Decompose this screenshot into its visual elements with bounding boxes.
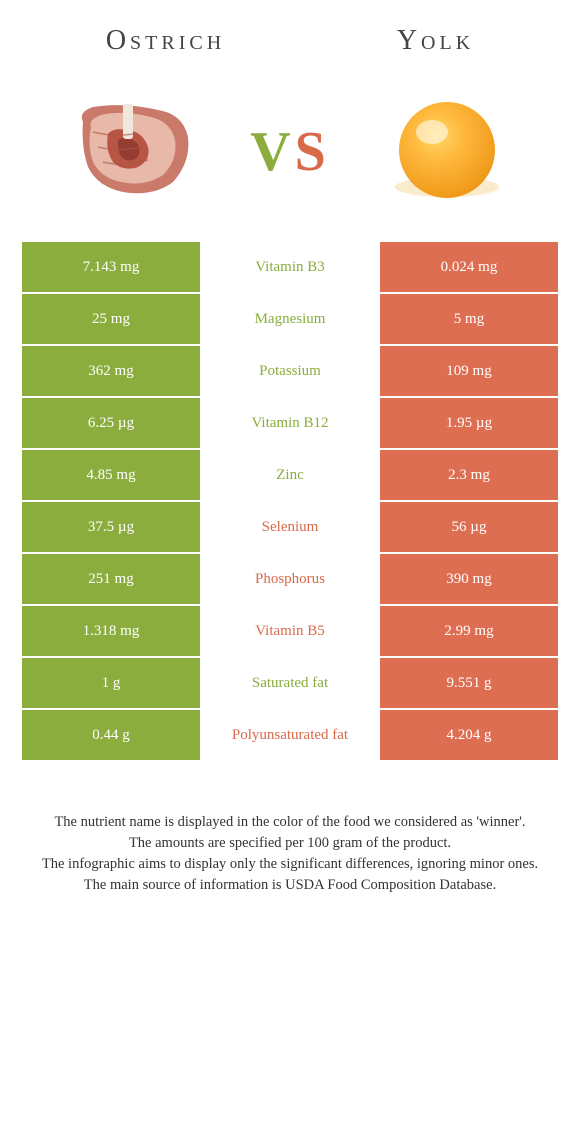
nutrient-left-value: 25 mg bbox=[22, 294, 200, 344]
vs-s-letter: S bbox=[295, 121, 330, 183]
nutrient-right-value: 56 µg bbox=[380, 502, 558, 552]
nutrient-row: 1 gSaturated fat9.551 g bbox=[22, 658, 558, 710]
nutrient-left-value: 1 g bbox=[22, 658, 200, 708]
nutrient-right-value: 5 mg bbox=[380, 294, 558, 344]
footer-line-2: The amounts are specified per 100 gram o… bbox=[30, 833, 550, 854]
yolk-icon bbox=[377, 92, 517, 212]
nutrient-row: 251 mgPhosphorus390 mg bbox=[22, 554, 558, 606]
nutrient-label: Potassium bbox=[200, 346, 380, 396]
nutrient-row: 4.85 mgZinc2.3 mg bbox=[22, 450, 558, 502]
vs-label: VS bbox=[250, 120, 330, 184]
nutrient-label: Vitamin B5 bbox=[200, 606, 380, 656]
footer-line-1: The nutrient name is displayed in the co… bbox=[30, 812, 550, 833]
nutrient-left-value: 0.44 g bbox=[22, 710, 200, 760]
vs-v-letter: V bbox=[250, 121, 294, 183]
nutrient-left-value: 4.85 mg bbox=[22, 450, 200, 500]
food-right-title: Yolk bbox=[397, 25, 474, 57]
nutrient-left-value: 251 mg bbox=[22, 554, 200, 604]
hero-row: VS bbox=[0, 72, 580, 242]
nutrient-label: Selenium bbox=[200, 502, 380, 552]
nutrient-row: 25 mgMagnesium5 mg bbox=[22, 294, 558, 346]
footer-notes: The nutrient name is displayed in the co… bbox=[0, 762, 580, 916]
nutrient-row: 362 mgPotassium109 mg bbox=[22, 346, 558, 398]
nutrient-label: Polyunsaturated fat bbox=[200, 710, 380, 760]
nutrient-row: 0.44 gPolyunsaturated fat4.204 g bbox=[22, 710, 558, 762]
nutrient-right-value: 1.95 µg bbox=[380, 398, 558, 448]
nutrient-row: 37.5 µgSelenium56 µg bbox=[22, 502, 558, 554]
nutrient-table: 7.143 mgVitamin B30.024 mg25 mgMagnesium… bbox=[22, 242, 558, 762]
nutrient-row: 1.318 mgVitamin B52.99 mg bbox=[22, 606, 558, 658]
food-left-title: Ostrich bbox=[106, 25, 225, 57]
footer-line-3: The infographic aims to display only the… bbox=[30, 854, 550, 875]
nutrient-right-value: 390 mg bbox=[380, 554, 558, 604]
nutrient-label: Vitamin B12 bbox=[200, 398, 380, 448]
ostrich-meat-icon bbox=[63, 92, 203, 212]
nutrient-right-value: 109 mg bbox=[380, 346, 558, 396]
nutrient-right-value: 0.024 mg bbox=[380, 242, 558, 292]
nutrient-right-value: 2.99 mg bbox=[380, 606, 558, 656]
nutrient-left-value: 6.25 µg bbox=[22, 398, 200, 448]
nutrient-label: Magnesium bbox=[200, 294, 380, 344]
nutrient-label: Saturated fat bbox=[200, 658, 380, 708]
nutrient-right-value: 4.204 g bbox=[380, 710, 558, 760]
footer-line-4: The main source of information is USDA F… bbox=[30, 875, 550, 896]
nutrient-left-value: 362 mg bbox=[22, 346, 200, 396]
nutrient-label: Vitamin B3 bbox=[200, 242, 380, 292]
nutrient-label: Phosphorus bbox=[200, 554, 380, 604]
nutrient-right-value: 9.551 g bbox=[380, 658, 558, 708]
nutrient-left-value: 37.5 µg bbox=[22, 502, 200, 552]
nutrient-right-value: 2.3 mg bbox=[380, 450, 558, 500]
nutrient-label: Zinc bbox=[200, 450, 380, 500]
nutrient-row: 6.25 µgVitamin B121.95 µg bbox=[22, 398, 558, 450]
nutrient-row: 7.143 mgVitamin B30.024 mg bbox=[22, 242, 558, 294]
nutrient-left-value: 7.143 mg bbox=[22, 242, 200, 292]
nutrient-left-value: 1.318 mg bbox=[22, 606, 200, 656]
